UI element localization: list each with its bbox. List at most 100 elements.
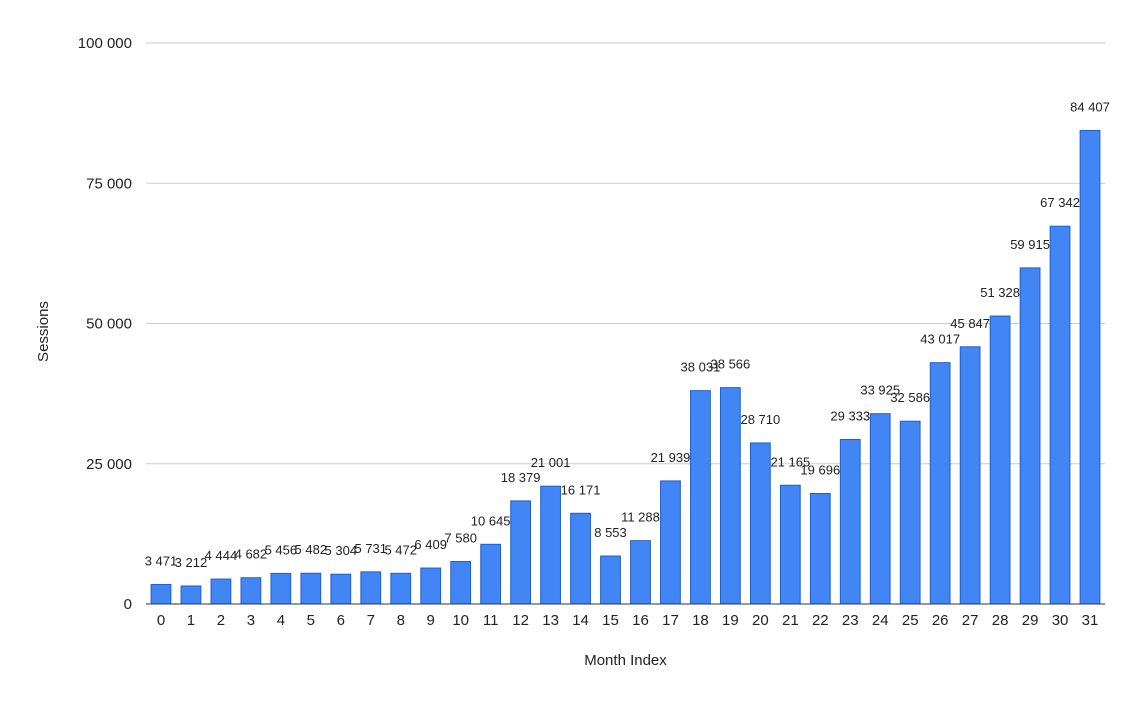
x-tick-label: 16 [632, 612, 649, 629]
x-tick-label: 2 [217, 612, 225, 629]
x-tick-label: 9 [427, 612, 435, 629]
bar [839, 438, 861, 605]
bar [989, 315, 1011, 605]
data-label: 59 915 [1010, 237, 1050, 252]
data-label: 5 731 [354, 541, 387, 556]
bar [420, 567, 442, 605]
data-label: 33 925 [860, 383, 900, 398]
data-label: 84 407 [1070, 99, 1110, 114]
data-label: 8 553 [594, 525, 627, 540]
data-label: 51 328 [980, 285, 1020, 300]
bar [240, 577, 262, 605]
x-tick-label: 7 [367, 612, 375, 629]
data-label: 11 288 [621, 510, 660, 525]
bar [660, 480, 681, 605]
y-axis-title: Sessions [35, 301, 52, 362]
data-label: 5 304 [325, 543, 358, 558]
data-label: 3 212 [175, 555, 208, 570]
bar [270, 572, 292, 605]
data-label: 10 645 [471, 513, 511, 528]
bar [600, 555, 621, 605]
bar [330, 573, 352, 605]
bar [869, 413, 891, 605]
x-tick-label: 4 [277, 612, 285, 629]
bar [210, 578, 232, 605]
data-label: 32 586 [890, 390, 930, 405]
x-tick-label: 27 [962, 612, 979, 629]
bar [1019, 267, 1041, 605]
data-label: 5 456 [265, 542, 298, 557]
y-tick-label: 25 000 [86, 456, 132, 473]
data-label: 21 001 [531, 455, 571, 470]
data-label: 29 333 [830, 408, 870, 423]
data-label: 7 580 [444, 530, 477, 545]
x-tick-label: 30 [1052, 612, 1069, 629]
x-tick-label: 12 [512, 612, 529, 629]
data-label: 28 710 [740, 412, 780, 427]
x-tick-label: 31 [1082, 612, 1099, 629]
x-tick-label: 29 [1022, 612, 1039, 629]
bar [180, 585, 202, 605]
bar [929, 362, 951, 605]
y-tick-label: 0 [124, 596, 132, 613]
bar [809, 493, 831, 605]
data-label: 19 696 [800, 463, 840, 478]
data-label: 21 939 [651, 450, 691, 465]
x-tick-label: 1 [187, 612, 195, 629]
bar [480, 543, 502, 605]
x-tick-label: 25 [902, 612, 919, 629]
bar [540, 485, 561, 605]
bar [630, 540, 651, 605]
data-label: 67 342 [1040, 195, 1080, 210]
x-tick-label: 17 [662, 612, 679, 629]
bar [720, 387, 741, 605]
bar [1049, 225, 1071, 605]
data-label: 45 847 [950, 316, 990, 331]
bars [150, 129, 1101, 605]
data-label: 5 472 [384, 542, 417, 557]
x-tick-label: 28 [992, 612, 1009, 629]
x-tick-label: 21 [782, 612, 799, 629]
bar [150, 584, 172, 605]
data-label: 21 165 [770, 454, 810, 469]
y-axis-tick-labels: 0 25 000 50 000 75 000 100 000 [78, 35, 132, 613]
x-tick-label: 8 [397, 612, 405, 629]
x-tick-label: 15 [602, 612, 619, 629]
bar [390, 572, 412, 605]
x-axis-title: Month Index [584, 652, 667, 669]
bar [360, 571, 382, 605]
x-tick-label: 13 [542, 612, 559, 629]
bar [300, 572, 322, 605]
x-tick-label: 23 [842, 612, 859, 629]
data-label: 6 409 [414, 537, 447, 552]
data-label: 38 566 [711, 357, 751, 372]
bar [959, 346, 981, 605]
x-tick-label: 6 [337, 612, 345, 629]
bar [1079, 129, 1101, 605]
x-tick-label: 0 [157, 612, 165, 629]
data-label: 4 444 [205, 548, 238, 563]
x-tick-label: 11 [483, 612, 499, 629]
bar [510, 500, 531, 605]
x-axis-tick-labels: 0 1 2 3 4 5 6 7 8 9 10 11 12 13 14 15 16 17 18 19 20 21 22 23 24… [157, 612, 1099, 629]
x-tick-label: 10 [452, 612, 469, 629]
x-tick-label: 26 [932, 612, 949, 629]
x-tick-label: 22 [812, 612, 829, 629]
y-tick-label: 100 000 [78, 35, 132, 52]
x-tick-label: 20 [752, 612, 769, 629]
data-label: 18 379 [501, 470, 541, 485]
bar [690, 390, 711, 605]
x-tick-label: 14 [572, 612, 589, 629]
data-label: 4 682 [235, 547, 268, 562]
bar [450, 560, 472, 605]
bar [779, 484, 801, 605]
data-label: 16 171 [561, 482, 601, 497]
x-tick-label: 3 [247, 612, 255, 629]
bar [570, 512, 591, 605]
y-tick-label: 50 000 [86, 316, 132, 333]
x-tick-label: 5 [307, 612, 315, 629]
data-label: 5 482 [295, 542, 328, 557]
bar [749, 442, 771, 605]
